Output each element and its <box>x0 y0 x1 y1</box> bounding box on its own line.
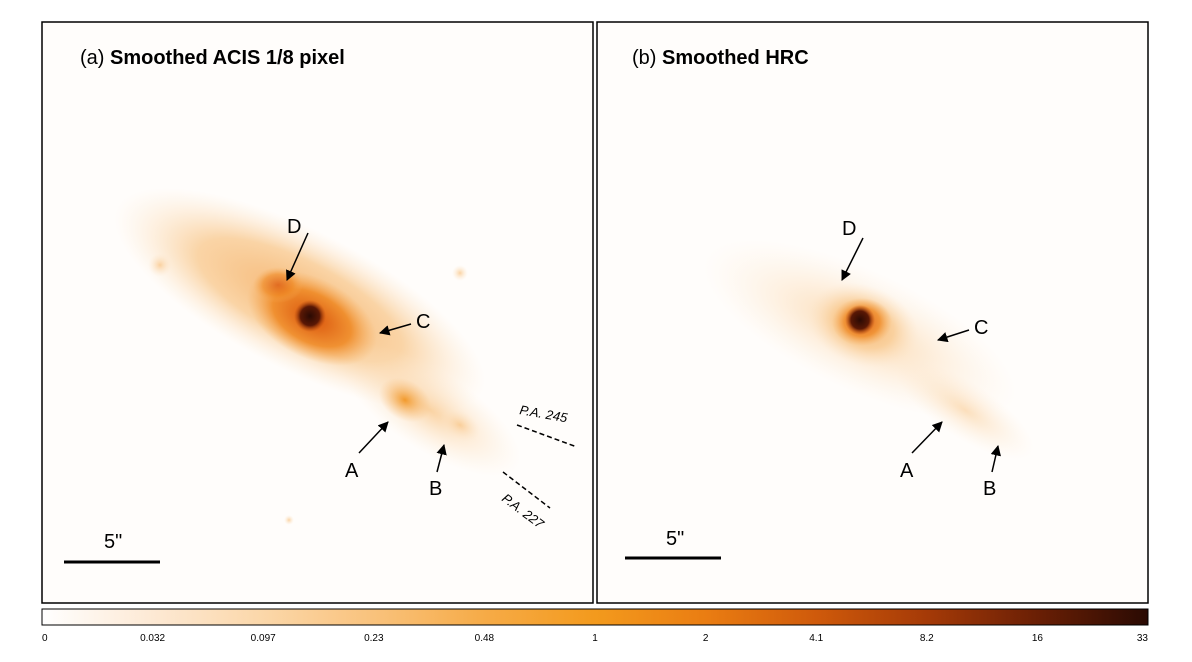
panel-b-label-c: C <box>974 317 988 339</box>
panel-b-nucleus <box>845 305 875 335</box>
colorbar: 0 0.032 0.097 0.23 0.48 1 2 4.1 8.2 16 33 <box>41 608 1149 644</box>
panel-b-sw-extension <box>896 360 1034 460</box>
colorbar-tick-label: 0.032 <box>140 633 165 644</box>
colorbar-tick-label: 4.1 <box>809 633 823 644</box>
panel-b-arrow-b <box>990 444 1001 473</box>
panel-a-faint-blob-2 <box>284 515 294 525</box>
panel-b-title: (b) Smoothed HRC <box>632 47 809 69</box>
panel-a-label-c: C <box>416 311 430 333</box>
panel-a-nucleus <box>294 300 326 332</box>
panel-b-arrow-a <box>911 421 943 454</box>
panel-b-scale-label: 5" <box>666 528 684 550</box>
panel-a-pa227-line <box>502 471 551 509</box>
panel-a: (a) Smoothed ACIS 1/8 pixel D C A B P.A.… <box>41 21 594 604</box>
colorbar-tick-label: 8.2 <box>920 633 934 644</box>
panel-a-label-d: D <box>287 216 301 238</box>
panel-a-faint-blob <box>452 265 468 281</box>
panel-b-label-a: A <box>900 460 914 482</box>
panel-b-image <box>703 239 1034 460</box>
panel-b: (b) Smoothed HRC D C A B 5" <box>596 21 1149 604</box>
panel-b-label-b: B <box>983 478 996 500</box>
colorbar-tick-label: 0 <box>42 633 48 644</box>
colorbar-tick-label: 0.23 <box>364 633 384 644</box>
colorbar-tick-label: 2 <box>703 633 709 644</box>
panel-a-knot-b <box>439 408 481 442</box>
colorbar-gradient <box>41 608 1149 626</box>
panel-a-knot-d <box>253 267 303 303</box>
panel-b-label-d: D <box>842 218 856 240</box>
colorbar-tick-label: 1 <box>592 633 598 644</box>
colorbar-tick-label: 0.097 <box>251 633 276 644</box>
panel-a-title: (a) Smoothed ACIS 1/8 pixel <box>80 47 345 69</box>
panel-a-scale-label: 5" <box>104 531 122 553</box>
panel-a-arrow-b <box>436 443 447 473</box>
panel-a-pa245-line <box>516 424 578 448</box>
panel-a-knot-a <box>378 377 432 423</box>
panel-a-label-a: A <box>345 460 359 482</box>
colorbar-ticks: 0 0.032 0.097 0.23 0.48 1 2 4.1 8.2 16 33 <box>42 633 1148 644</box>
colorbar-tick-label: 16 <box>1032 633 1044 644</box>
panel-b-arrow-c <box>937 329 970 343</box>
panel-a-arrow-d <box>286 232 309 281</box>
panel-a-arrow-a <box>358 421 389 454</box>
colorbar-tick-label: 33 <box>1137 633 1149 644</box>
colorbar-tick-label: 0.48 <box>475 633 495 644</box>
panel-a-image <box>114 187 521 525</box>
panel-a-faint-blob-3 <box>148 253 172 277</box>
panel-b-arrow-d <box>841 237 864 281</box>
panel-a-arrow-c <box>378 323 412 336</box>
panel-a-label-b: B <box>429 478 442 500</box>
